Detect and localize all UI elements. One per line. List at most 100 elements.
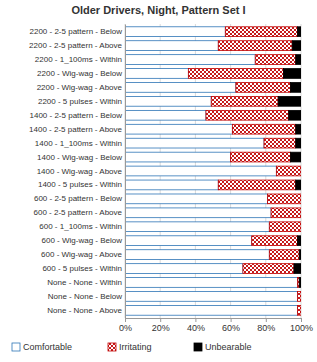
tick: 600 - 2-5 pattern - Below xyxy=(34,194,125,203)
series-1 xyxy=(188,27,301,315)
tick-label: 2200 - 2-5 pattern - Above xyxy=(29,41,123,50)
tick: 1400 - 2-5 pattern - Below xyxy=(30,111,126,120)
tick: 100% xyxy=(290,318,313,333)
bar xyxy=(211,96,278,106)
tick-label: None - None - Within xyxy=(47,278,122,287)
tick: None - None - Above xyxy=(47,306,125,315)
tick-label: 600 - 5 pulses - Within xyxy=(42,264,122,273)
tick: 80% xyxy=(257,318,275,333)
series-0 xyxy=(125,27,297,315)
legend-swatch xyxy=(12,343,20,351)
x-axis: 0% 20% 40% 60% 80% 100% xyxy=(119,318,313,333)
tick-label: 1400 - 2-5 pattern - Above xyxy=(29,125,123,134)
tick: 2200 - 5 pulses - Within xyxy=(38,97,125,106)
bar xyxy=(232,124,295,134)
bar xyxy=(125,250,269,260)
tick-label: None - None - Above xyxy=(47,306,122,315)
tick: 60% xyxy=(222,318,240,333)
tick-label: 600 - 2-5 pattern - Above xyxy=(34,208,123,217)
bar xyxy=(299,250,301,260)
bar xyxy=(188,69,283,79)
tick-label: None - None - Below xyxy=(48,292,122,301)
bar xyxy=(125,222,269,232)
bar xyxy=(125,208,271,218)
tick: 600 - Wig-wag - Above xyxy=(41,250,125,259)
tick-label: 1400 - Wig-wag - Below xyxy=(37,153,122,162)
tick: 1400 - Wig-wag - Below xyxy=(37,153,125,162)
tick-mark xyxy=(195,318,196,322)
tick-mark xyxy=(231,318,232,322)
series-2 xyxy=(278,27,301,288)
tick-label: 100% xyxy=(290,323,313,333)
bar xyxy=(125,138,264,148)
tick: 20% xyxy=(152,318,170,333)
bar xyxy=(301,166,302,176)
tick: 600 - Wig-wag - Below xyxy=(42,236,125,245)
grid-line xyxy=(125,24,126,318)
bar xyxy=(301,305,302,315)
tick-mark xyxy=(266,318,267,322)
y-axis: 2200 - 2-5 pattern - Below2200 - 2-5 pat… xyxy=(29,25,125,319)
tick: 40% xyxy=(187,318,205,333)
bar xyxy=(290,83,301,93)
bar xyxy=(268,194,301,204)
bar xyxy=(252,236,298,246)
tick-mark xyxy=(125,318,126,322)
legend-item: Comfortable xyxy=(12,342,72,352)
tick: 2200 - Wig-wag - Above xyxy=(37,83,125,92)
bar xyxy=(269,222,301,232)
bar xyxy=(125,305,297,315)
bar xyxy=(125,236,252,246)
chart: Older Drivers, Night, Pattern Set I 2200 … xyxy=(0,0,317,362)
bar xyxy=(296,55,301,65)
tick: 600 - 5 pulses - Within xyxy=(42,264,125,273)
bar xyxy=(125,96,211,106)
tick-label: 1400 - 1_100ms - Within xyxy=(35,139,122,148)
tick-label: 2200 - Wig-wag - Above xyxy=(37,83,123,92)
tick-label: 2200 - 5 pulses - Within xyxy=(38,97,122,106)
bar xyxy=(297,292,301,302)
bar xyxy=(125,69,188,79)
bar xyxy=(125,180,218,190)
tick-label: 600 - Wig-wag - Above xyxy=(41,250,122,259)
bar xyxy=(296,124,301,134)
grid xyxy=(125,24,301,318)
bar xyxy=(269,250,299,260)
bar xyxy=(297,305,301,315)
legend-item: Irritating xyxy=(108,342,152,352)
bar xyxy=(296,180,301,190)
legend: ComfortableIrritatingUnbearable xyxy=(12,342,252,352)
legend-label: Comfortable xyxy=(23,342,72,352)
tick-label: 1400 - 2-5 pattern - Below xyxy=(30,111,123,120)
bar xyxy=(125,110,206,120)
legend-swatch xyxy=(194,343,202,351)
bar xyxy=(125,166,276,176)
bar xyxy=(243,264,294,274)
bar xyxy=(301,194,302,204)
bar xyxy=(125,278,297,288)
tick-label: 0% xyxy=(119,323,132,333)
bar xyxy=(271,208,301,218)
tick-label: 80% xyxy=(257,323,275,333)
tick: 1400 - 1_100ms - Within xyxy=(35,139,125,148)
bar xyxy=(231,152,291,162)
bars xyxy=(125,27,301,315)
bar xyxy=(301,208,302,218)
legend-swatch xyxy=(108,343,116,351)
tick: 2200 - 2-5 pattern - Above xyxy=(29,41,125,50)
tick: 2200 - 1_100ms - Within xyxy=(35,55,125,64)
bar xyxy=(283,69,301,79)
bar xyxy=(297,27,301,37)
bar xyxy=(296,138,301,148)
tick: 1400 - 5 pulses - Within xyxy=(38,180,125,189)
title: Older Drivers, Night, Pattern Set I xyxy=(71,4,245,16)
tick-label: 1400 - 5 pulses - Within xyxy=(38,180,122,189)
legend-label: Irritating xyxy=(119,342,152,352)
tick-label: 20% xyxy=(152,323,170,333)
tick-label: 2200 - Wig-wag - Below xyxy=(37,69,122,78)
tick-label: 60% xyxy=(222,323,240,333)
tick: 600 - 1_100ms - Within xyxy=(39,222,125,231)
bar xyxy=(255,55,295,65)
bar xyxy=(125,292,297,302)
tick-label: 40% xyxy=(187,323,205,333)
